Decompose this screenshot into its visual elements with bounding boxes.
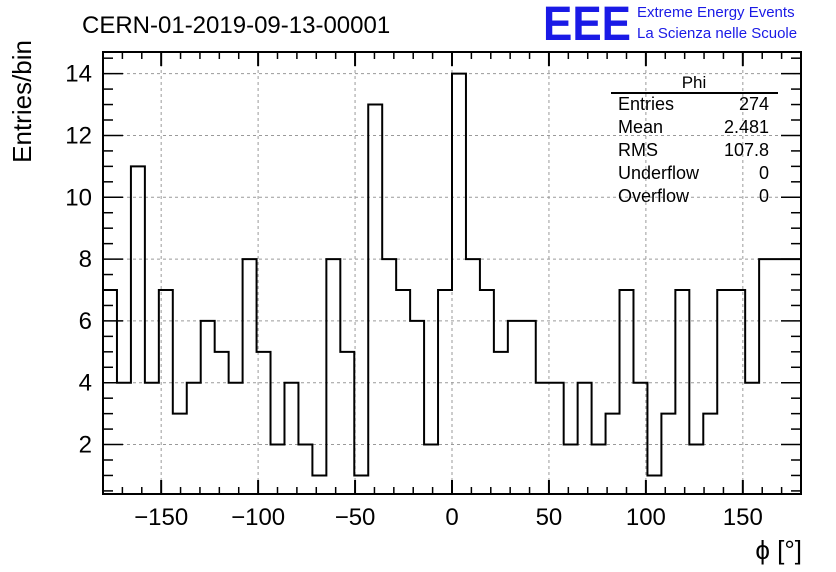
stats-row-value: 274 <box>739 94 769 114</box>
histogram-bin <box>257 352 271 494</box>
histogram-bin <box>745 383 759 494</box>
stats-row-value: 2.481 <box>724 117 769 137</box>
histogram-bin <box>424 445 438 494</box>
x-tick-label: −50 <box>335 504 376 531</box>
histogram-bins <box>103 74 801 494</box>
x-axis-label: ϕ [°] <box>755 535 802 565</box>
y-tick-label: 14 <box>65 61 92 88</box>
stats-row-label: Underflow <box>618 163 700 183</box>
histogram-bin <box>215 352 229 494</box>
histogram-bin <box>396 290 410 494</box>
x-tick-label: 100 <box>626 504 666 531</box>
histogram-bin <box>717 290 731 494</box>
x-tick-label: 50 <box>536 504 563 531</box>
histogram-bin <box>773 259 787 494</box>
histogram-bin <box>284 383 298 494</box>
y-axis: 2 4 6 8 10 12 14 <box>65 57 801 492</box>
x-axis: −150 −100 −50 0 50 100 150 <box>121 52 783 531</box>
x-tick-label: −100 <box>231 504 285 531</box>
y-tick-label: 8 <box>79 246 92 273</box>
histogram-bin <box>466 259 480 494</box>
logo-line-1: Extreme Energy Events <box>637 4 795 21</box>
histogram-bin <box>117 383 131 494</box>
histogram-bin <box>368 105 382 494</box>
stats-row-label: Entries <box>618 94 674 114</box>
stats-row-label: Mean <box>618 117 663 137</box>
histogram-bin <box>243 259 257 494</box>
histogram-bin <box>410 321 424 494</box>
eee-logo: EEE Extreme Energy Events La Scienza nel… <box>543 0 797 51</box>
histogram-outline <box>102 72 802 494</box>
histogram-bin <box>536 383 550 494</box>
stats-row-value: 0 <box>759 163 769 183</box>
y-tick-label: 10 <box>65 184 92 211</box>
histogram-bin <box>592 445 606 494</box>
histogram-bin <box>787 259 801 494</box>
stats-rows: Entries 274 Mean 2.481 RMS 107.8 Underflow 0 Ove… <box>618 94 769 206</box>
histogram-bin <box>647 475 661 494</box>
stats-row-value: 0 <box>759 186 769 206</box>
y-tick-label: 12 <box>65 122 92 149</box>
histogram-bin <box>452 74 466 494</box>
histogram-bin <box>564 445 578 494</box>
histogram-bin <box>494 352 508 494</box>
histogram-bin <box>606 414 620 494</box>
y-tick-label: 4 <box>79 370 92 397</box>
histogram-bin <box>271 445 285 494</box>
histogram-bin <box>633 383 647 494</box>
histogram-bin <box>159 290 173 494</box>
histogram-bin <box>187 383 201 494</box>
stats-row-label: Overflow <box>618 186 690 206</box>
stats-box: Phi Entries 274 Mean 2.481 RMS 107.8 Underflow… <box>611 73 778 206</box>
logo-mark: EEE <box>543 0 631 51</box>
histogram-bin <box>689 445 703 494</box>
histogram-bin <box>382 259 396 494</box>
histogram-bin <box>508 321 522 494</box>
histogram-bin <box>340 352 354 494</box>
chart-title: CERN-01-2019-09-13-00001 <box>82 12 390 39</box>
stats-row-value: 107.8 <box>724 140 769 160</box>
x-tick-label: 0 <box>445 504 458 531</box>
histogram-bin <box>480 290 494 494</box>
x-tick-label: 150 <box>723 504 763 531</box>
histogram-bin <box>661 414 675 494</box>
histogram-bin <box>326 259 340 494</box>
histogram-bin <box>145 383 159 494</box>
histogram-bin <box>578 383 592 494</box>
histogram-bin <box>229 383 243 494</box>
histogram-bin <box>354 475 368 494</box>
histogram-bin <box>620 290 634 494</box>
histogram-bin <box>131 166 145 494</box>
histogram-bin <box>201 321 215 494</box>
y-axis-label: Entries/bin <box>7 40 37 163</box>
logo-line-2: La Scienza nelle Scuole <box>637 25 797 42</box>
histogram-bin <box>438 290 452 494</box>
x-tick-label: −150 <box>134 504 188 531</box>
histogram-bin <box>759 259 773 494</box>
histogram-bin <box>312 475 326 494</box>
histogram-bin <box>522 321 536 494</box>
histogram-bin <box>550 383 564 494</box>
histogram-bin <box>675 290 689 494</box>
stats-title: Phi <box>682 73 707 92</box>
histogram-bin <box>173 414 187 494</box>
histogram-bin <box>703 414 717 494</box>
y-tick-label: 6 <box>79 308 92 335</box>
stats-row-label: RMS <box>618 140 658 160</box>
y-tick-label: 2 <box>79 432 92 459</box>
histogram-bin <box>298 445 312 494</box>
histogram-bin <box>731 290 745 494</box>
